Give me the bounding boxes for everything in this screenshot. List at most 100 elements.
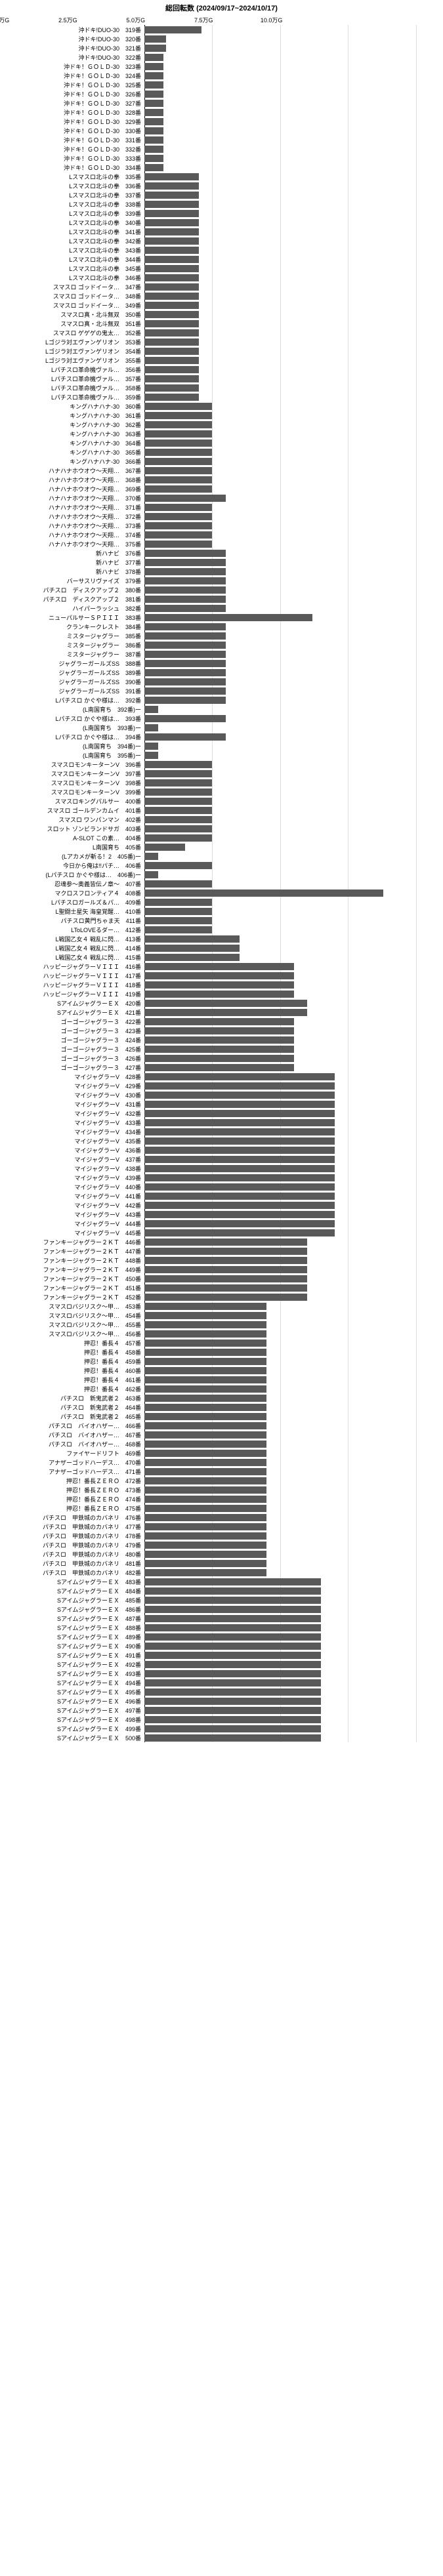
row-label: スマスロ真・北斗無双 351番 bbox=[0, 319, 144, 328]
bar bbox=[144, 623, 226, 630]
row-label: SアイムジャグラーＥＸ 490番 bbox=[0, 1642, 144, 1650]
bar bbox=[144, 935, 240, 943]
bar-area bbox=[144, 1026, 443, 1035]
bar-area bbox=[144, 190, 443, 199]
bar-area bbox=[144, 1696, 443, 1706]
bar bbox=[144, 513, 212, 520]
chart-row: スマスロバジリスク～甲… 456番 bbox=[0, 1329, 443, 1338]
row-label: ハナハナホウオウ～天翔… 375番 bbox=[0, 540, 144, 548]
bar-area bbox=[144, 778, 443, 787]
row-label: 押忍！番長４ 460番 bbox=[0, 1366, 144, 1375]
bar bbox=[144, 963, 294, 970]
bar bbox=[144, 247, 199, 254]
chart-row: マイジャグラーV 436番 bbox=[0, 1145, 443, 1155]
chart-row: 押忍！番長４ 457番 bbox=[0, 1338, 443, 1347]
bar-area bbox=[144, 199, 443, 209]
chart-row: (Lアカメが斬る！2 405番)ー bbox=[0, 851, 443, 861]
row-label: 沖ドキ!DUO-30 322番 bbox=[0, 53, 144, 62]
row-label: ミスタージャグラー 385番 bbox=[0, 632, 144, 640]
bar bbox=[144, 1367, 266, 1374]
chart-row: ハッピージャグラーＶＩＩＩ 417番 bbox=[0, 971, 443, 980]
bar-area bbox=[144, 1439, 443, 1448]
bar bbox=[144, 981, 294, 989]
row-label: 押忍！番長ＺＥＲＯ 473番 bbox=[0, 1486, 144, 1494]
row-label: キングハナハナ-30 366番 bbox=[0, 457, 144, 466]
bar bbox=[144, 531, 212, 539]
row-label: スマスロ真・北斗無双 350番 bbox=[0, 310, 144, 319]
row-label: マイジャグラーV 428番 bbox=[0, 1073, 144, 1081]
row-label: Lパチスロ かぐや様は… 393番 bbox=[0, 714, 144, 723]
bar-area bbox=[144, 677, 443, 686]
row-label: パチスロ 甲鉄城のカバネリ 476番 bbox=[0, 1513, 144, 1522]
bar bbox=[144, 1422, 266, 1429]
bar bbox=[144, 889, 383, 897]
chart-row: キングハナハナ-30 363番 bbox=[0, 429, 443, 438]
chart-row: ミスタージャグラー 387番 bbox=[0, 649, 443, 659]
bar bbox=[144, 384, 199, 392]
bar-area bbox=[144, 1540, 443, 1549]
bar bbox=[144, 871, 158, 878]
bar-area bbox=[144, 1182, 443, 1191]
chart-row: ジャグラーガールズSS 391番 bbox=[0, 686, 443, 695]
bar bbox=[144, 1339, 266, 1347]
bar-area bbox=[144, 1669, 443, 1678]
chart-row: SアイムジャグラーＥＸ 484番 bbox=[0, 1586, 443, 1595]
bar bbox=[144, 1376, 266, 1383]
bar-area bbox=[144, 750, 443, 760]
row-label: 沖ドキ！ＧＯＬＤ-30 323番 bbox=[0, 62, 144, 71]
row-label: パチスロ ディスクアップ２ 381番 bbox=[0, 595, 144, 603]
bar-area bbox=[144, 337, 443, 346]
bar-area bbox=[144, 576, 443, 585]
bar bbox=[144, 1597, 321, 1604]
bar bbox=[144, 917, 212, 924]
bar bbox=[144, 945, 240, 952]
bar bbox=[144, 1220, 335, 1227]
bar-area bbox=[144, 1347, 443, 1357]
bar-area bbox=[144, 282, 443, 291]
row-label: 押忍！番長４ 462番 bbox=[0, 1385, 144, 1393]
chart-row: スマスロバジリスク～甲… 454番 bbox=[0, 1311, 443, 1320]
bar-area bbox=[144, 1329, 443, 1338]
chart-row: パチスロ 甲鉄城のカバネリ 481番 bbox=[0, 1559, 443, 1568]
row-label: キングハナハナ-30 361番 bbox=[0, 411, 144, 420]
bar bbox=[144, 357, 199, 364]
bar-area bbox=[144, 1256, 443, 1265]
bar-area bbox=[144, 714, 443, 723]
bar-area bbox=[144, 943, 443, 952]
row-label: マイジャグラーV 440番 bbox=[0, 1183, 144, 1191]
row-label: マイジャグラーV 434番 bbox=[0, 1128, 144, 1136]
bar-area bbox=[144, 1632, 443, 1641]
chart-row: Lスマスロ北斗の拳 344番 bbox=[0, 255, 443, 264]
bar-area bbox=[144, 1485, 443, 1494]
chart-row: マイジャグラーV 433番 bbox=[0, 1118, 443, 1127]
chart-row: 沖ドキ！ＧＯＬＤ-30 327番 bbox=[0, 98, 443, 108]
row-label: パチスロ 新鬼武者２ 463番 bbox=[0, 1394, 144, 1402]
bar bbox=[144, 899, 212, 906]
row-label: スマスロ ゴッドイータ… 347番 bbox=[0, 283, 144, 291]
row-label: スマスロ ゴールデンカムイ 401番 bbox=[0, 806, 144, 815]
bar-area bbox=[144, 989, 443, 998]
bar-area bbox=[144, 659, 443, 668]
row-label: 押忍！番長４ 459番 bbox=[0, 1357, 144, 1366]
row-label: ゴーゴージャグラー３ 424番 bbox=[0, 1036, 144, 1044]
bar bbox=[144, 807, 212, 814]
bar bbox=[144, 1459, 266, 1466]
bar bbox=[144, 651, 226, 658]
bar-area bbox=[144, 870, 443, 879]
row-label: マイジャグラーV 433番 bbox=[0, 1118, 144, 1127]
row-label: Lスマスロ北斗の拳 336番 bbox=[0, 182, 144, 190]
bar-area bbox=[144, 255, 443, 264]
bar bbox=[144, 458, 212, 465]
chart-row: パチスロ 新鬼武者２ 464番 bbox=[0, 1402, 443, 1412]
bar bbox=[144, 265, 199, 272]
bar bbox=[144, 155, 163, 162]
bar-area bbox=[144, 1402, 443, 1412]
bar-area bbox=[144, 273, 443, 282]
bar bbox=[144, 1615, 321, 1622]
chart-row: スロット ゾンビランドサガ 403番 bbox=[0, 824, 443, 833]
bar-area bbox=[144, 1448, 443, 1458]
bar bbox=[144, 1137, 335, 1145]
row-label: ジャグラーガールズSS 388番 bbox=[0, 659, 144, 668]
chart-row: パチスロ 甲鉄城のカバネリ 476番 bbox=[0, 1513, 443, 1522]
bar-area bbox=[144, 1200, 443, 1210]
